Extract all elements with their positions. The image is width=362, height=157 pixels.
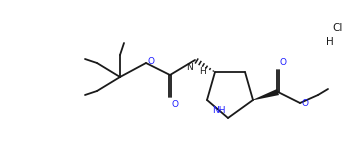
Text: O: O (171, 100, 178, 109)
Text: O: O (301, 100, 308, 108)
Text: NH: NH (212, 106, 226, 115)
Polygon shape (253, 89, 279, 100)
Text: Cl: Cl (333, 23, 343, 33)
Text: H: H (199, 67, 206, 76)
Text: O: O (147, 57, 154, 67)
Text: O: O (279, 58, 286, 67)
Text: N: N (186, 63, 193, 72)
Text: H: H (326, 37, 334, 47)
